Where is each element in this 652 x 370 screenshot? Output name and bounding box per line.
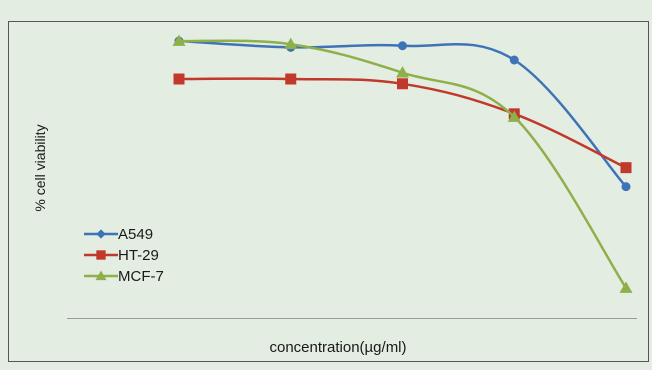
series-line-a549 <box>178 39 627 188</box>
data-point-a549-5 <box>621 182 631 192</box>
data-point-a549-4 <box>509 55 519 65</box>
legend-label-a549: A549 <box>118 226 153 243</box>
chart-border <box>8 21 649 362</box>
x-axis-label: concentration(µg/ml) <box>269 339 406 356</box>
legend-label-ht-29: HT-29 <box>118 247 159 264</box>
legend: A549 HT-29 MCF-7 <box>84 226 164 285</box>
data-point-mcf-7-1 <box>172 34 186 46</box>
data-point-mcf-7-5 <box>619 281 633 293</box>
data-point-mcf-7-2 <box>284 37 298 50</box>
series-line-mcf-7 <box>178 39 628 289</box>
legend-marker-mcf-7 <box>95 270 107 281</box>
data-point-a549-3 <box>398 41 407 51</box>
series-line-ht-29 <box>178 77 627 169</box>
y-axis-label: % cell viability <box>32 124 48 211</box>
legend-label-mcf-7: MCF-7 <box>118 268 164 285</box>
series-layer <box>172 34 633 293</box>
data-point-ht-29-5 <box>620 162 632 174</box>
data-point-mcf-7-3 <box>396 66 409 78</box>
data-point-ht-29-1 <box>173 73 185 85</box>
data-point-ht-29-3 <box>397 78 408 90</box>
data-point-ht-29-2 <box>285 73 297 85</box>
legend-marker-ht-29 <box>96 250 106 260</box>
data-point-mcf-7-4 <box>507 110 521 122</box>
legend-marker-a549 <box>96 229 106 239</box>
